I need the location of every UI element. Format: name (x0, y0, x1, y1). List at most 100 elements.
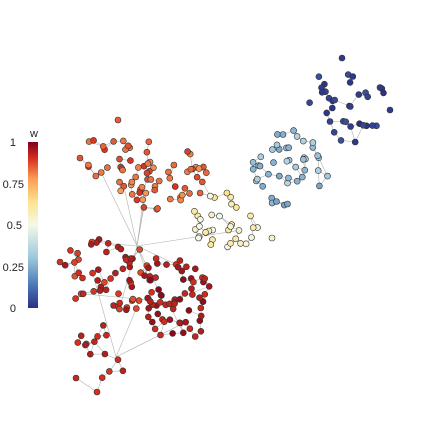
network-node (87, 350, 94, 358)
network-node (143, 169, 151, 177)
network-node (167, 195, 174, 203)
network-node (195, 234, 202, 242)
network-node (120, 182, 128, 190)
network-edge (318, 157, 328, 177)
network-node (74, 339, 82, 346)
network-node (283, 157, 291, 165)
network-node (161, 318, 168, 326)
network-node (201, 290, 209, 298)
network-node (176, 257, 184, 264)
network-node (116, 155, 123, 163)
network-node (386, 106, 394, 114)
network-node (119, 166, 126, 174)
network-node (135, 164, 142, 171)
network-node (197, 327, 205, 335)
network-node (145, 304, 152, 312)
network-node (127, 255, 135, 262)
network-node (233, 204, 240, 211)
network-node (152, 274, 159, 281)
network-node (140, 204, 148, 211)
network-node (92, 172, 100, 180)
network-node (249, 159, 257, 166)
network-node (369, 122, 376, 129)
colorbar-tick-0.25: 0.25 (3, 262, 24, 274)
network-node (116, 299, 123, 307)
network-node (185, 307, 193, 314)
network-edge (92, 273, 117, 358)
network-node (72, 374, 80, 382)
network-node (166, 174, 174, 182)
network-node (242, 240, 250, 248)
network-node (290, 127, 297, 134)
network-node (309, 139, 317, 146)
network-node (75, 269, 82, 277)
network-node (180, 276, 187, 283)
network-node (136, 246, 143, 253)
network-edge (83, 293, 169, 303)
network-node (197, 216, 204, 223)
network-node (337, 137, 345, 144)
network-node (82, 341, 89, 349)
network-node (284, 200, 291, 208)
network-node (249, 224, 257, 231)
network-edges (59, 74, 384, 393)
network-node (349, 73, 357, 80)
network-node (201, 275, 208, 282)
network-node (114, 356, 122, 364)
network-node (74, 249, 81, 257)
network-node (355, 91, 363, 98)
network-node (223, 189, 231, 197)
network-node (114, 116, 122, 124)
network-node (190, 278, 197, 286)
network-node (346, 79, 354, 86)
network-node (147, 276, 154, 284)
network-node (306, 99, 313, 106)
network-node (193, 173, 201, 181)
network-node (182, 318, 189, 326)
network-node (176, 319, 183, 327)
network-node (197, 312, 205, 320)
network-node (106, 368, 113, 375)
network-node (189, 291, 196, 298)
network-node (235, 227, 243, 234)
network-edge (115, 308, 137, 358)
network-edge (136, 207, 145, 247)
network-node (93, 388, 101, 396)
network-node (128, 191, 136, 198)
network-node (330, 129, 338, 136)
network-node (165, 168, 172, 176)
network-node (171, 183, 179, 190)
network-node (129, 295, 137, 303)
network-node (154, 205, 161, 212)
network-node (186, 190, 193, 197)
network-node (147, 298, 154, 305)
colorbar-tick-0.5: 0.5 (7, 220, 22, 232)
network-node (67, 247, 74, 254)
network-node (292, 163, 300, 171)
network-node (253, 175, 261, 183)
network-node (98, 374, 106, 382)
network-nodes (56, 54, 394, 396)
network-node (338, 54, 346, 62)
network-node (328, 104, 336, 112)
network-node (107, 275, 114, 282)
network-node (152, 255, 160, 262)
network-edge (100, 172, 138, 247)
network-node (259, 183, 267, 190)
network-node (145, 264, 152, 272)
network-node (147, 176, 155, 183)
network-node (273, 198, 280, 205)
network-node (61, 261, 69, 269)
network-node (115, 290, 122, 298)
network-node (119, 265, 127, 273)
network-node (298, 173, 306, 181)
network-node (205, 283, 213, 290)
network-node (228, 200, 235, 208)
network-node (138, 183, 146, 191)
network-node (326, 118, 334, 125)
network-node (127, 157, 134, 164)
network-node (197, 304, 205, 312)
network-node (91, 338, 98, 346)
network-node (195, 165, 203, 172)
network-node (346, 103, 354, 110)
